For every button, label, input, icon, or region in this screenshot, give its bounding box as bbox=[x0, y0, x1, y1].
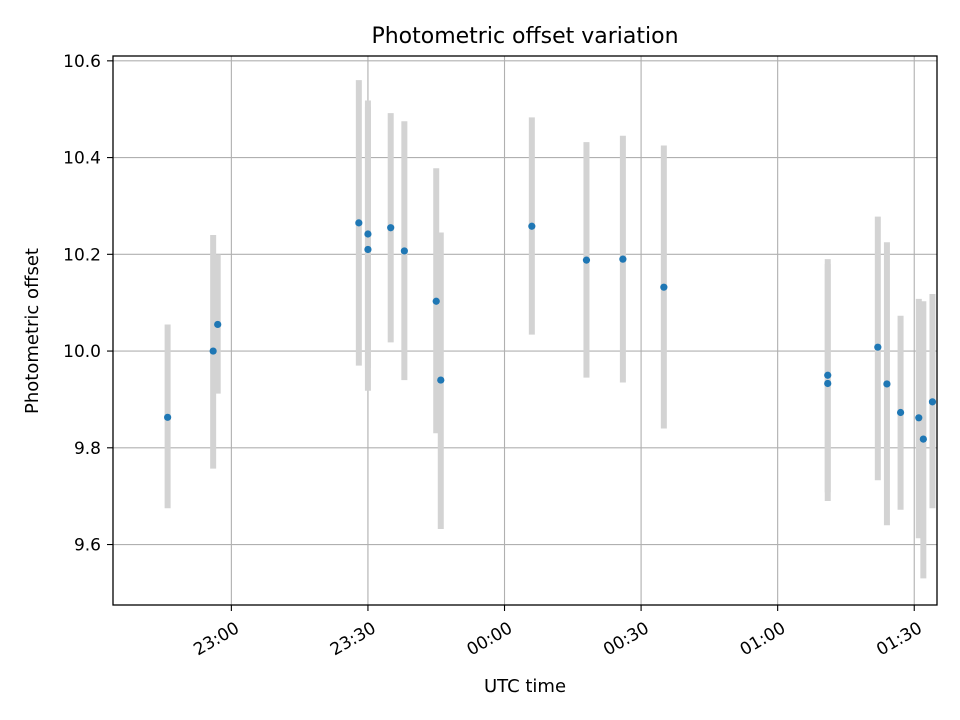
y-tick-label: 10.6 bbox=[63, 52, 101, 72]
x-axis-label: UTC time bbox=[484, 676, 566, 697]
y-tick-label: 10.0 bbox=[63, 342, 101, 362]
x-tick-label: 00:00 bbox=[464, 618, 516, 660]
data-point bbox=[874, 343, 882, 351]
data-point bbox=[528, 222, 536, 230]
x-tick-label: 01:30 bbox=[873, 618, 925, 660]
data-points bbox=[164, 219, 937, 443]
data-point bbox=[896, 408, 905, 417]
y-gridlines bbox=[113, 60, 937, 546]
data-point bbox=[214, 320, 222, 329]
x-tick-label: 01:00 bbox=[737, 618, 789, 660]
data-point bbox=[660, 283, 668, 291]
data-point bbox=[919, 435, 927, 443]
y-tick-label: 10.2 bbox=[63, 245, 101, 265]
data-point bbox=[824, 379, 832, 388]
y-axis-label: Photometric offset bbox=[22, 248, 43, 414]
x-tick-label: 23:00 bbox=[190, 618, 242, 660]
data-point bbox=[355, 219, 363, 227]
data-point bbox=[582, 256, 591, 264]
data-point bbox=[364, 245, 372, 254]
y-tick-label: 10.4 bbox=[63, 149, 101, 169]
data-point bbox=[387, 224, 395, 232]
data-point bbox=[164, 413, 172, 421]
data-point bbox=[432, 297, 440, 305]
data-point bbox=[400, 247, 408, 255]
data-point bbox=[209, 347, 217, 355]
plot-background bbox=[113, 56, 937, 605]
x-axis-ticks: 23:00 23:30 00:00 00:30 01:00 01:30 bbox=[190, 605, 926, 660]
y-tick-label: 9.6 bbox=[74, 536, 101, 556]
x-gridlines bbox=[230, 56, 915, 605]
data-point bbox=[928, 398, 937, 406]
chart-title: Photometric offset variation bbox=[371, 24, 678, 49]
y-tick-label: 9.8 bbox=[74, 439, 101, 459]
y-axis-ticks: 9.6 9.8 10.0 10.2 10.4 10.6 bbox=[63, 52, 113, 556]
data-point bbox=[915, 414, 923, 422]
data-point bbox=[883, 380, 891, 388]
plot-frame bbox=[112, 55, 938, 606]
data-point bbox=[824, 371, 832, 379]
data-point bbox=[437, 376, 445, 384]
data-point bbox=[364, 230, 372, 238]
data-point bbox=[619, 255, 627, 263]
x-tick-label: 23:30 bbox=[327, 618, 379, 660]
x-tick-label: 00:30 bbox=[600, 618, 652, 660]
